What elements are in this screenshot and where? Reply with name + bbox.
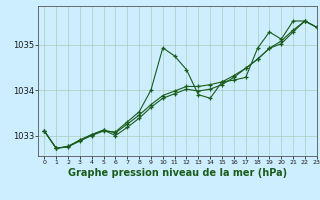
X-axis label: Graphe pression niveau de la mer (hPa): Graphe pression niveau de la mer (hPa) [68,168,287,178]
